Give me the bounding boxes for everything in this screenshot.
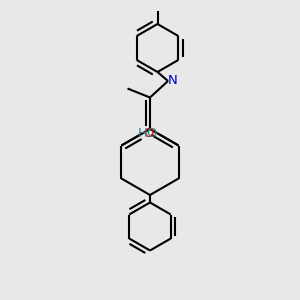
Text: O: O	[143, 127, 154, 140]
Text: HO: HO	[137, 127, 158, 140]
Text: N: N	[168, 74, 178, 87]
